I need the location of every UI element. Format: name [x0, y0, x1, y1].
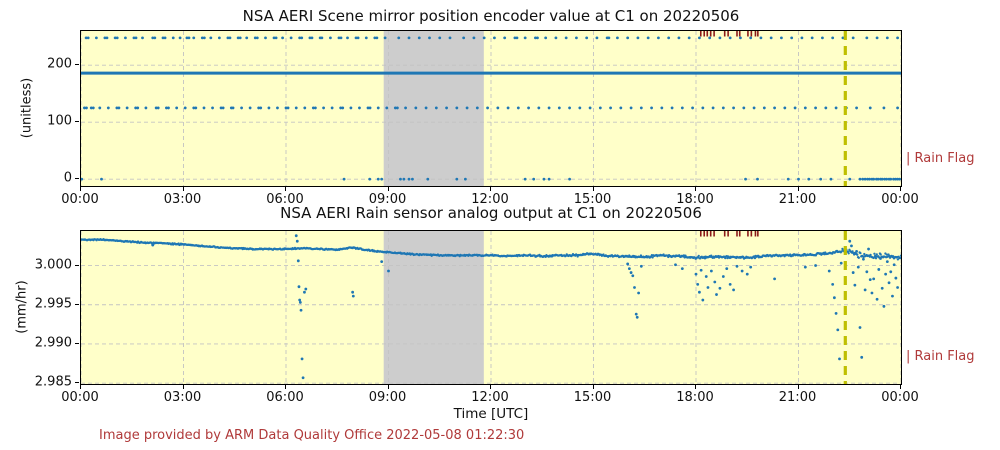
chart2-canvas — [81, 231, 901, 384]
x-tick-label: 09:00 — [368, 390, 407, 405]
chart1-y-axis-label: (unitless) — [19, 77, 35, 139]
x-tick-mark — [80, 187, 81, 191]
chart1-rain-flag-annotation: | Rain Flag — [906, 151, 975, 166]
y-tick-label: 200 — [47, 56, 72, 72]
x-tick-label: 18:00 — [676, 390, 714, 405]
x-tick-label: 03:00 — [163, 390, 202, 405]
x-tick-label: 15:00 — [573, 390, 612, 405]
footer-credit: Image provided by ARM Data Quality Offic… — [99, 428, 525, 443]
x-tick-mark — [900, 385, 901, 389]
x-tick-mark — [387, 187, 389, 191]
x-tick-label: 06:00 — [266, 192, 304, 207]
y-tick-label: 3.000 — [34, 257, 72, 273]
x-tick-label: 12:00 — [471, 192, 509, 207]
y-tick-label: 2.985 — [34, 374, 72, 390]
x-tick-mark — [285, 385, 286, 389]
y-tick-mark — [75, 342, 79, 344]
chart1-title: NSA AERI Scene mirror position encoder v… — [242, 7, 740, 25]
x-tick-label: 00:00 — [61, 192, 99, 207]
x-tick-mark — [900, 187, 901, 191]
x-tick-mark — [285, 187, 286, 191]
x-tick-mark — [695, 385, 696, 389]
y-tick-mark — [75, 264, 79, 266]
chart1-canvas — [81, 31, 901, 186]
chart2-rain-flag-annotation: | Rain Flag — [906, 349, 975, 364]
y-tick-mark — [75, 303, 79, 305]
y-tick-mark — [75, 121, 79, 123]
x-tick-mark — [592, 187, 594, 191]
x-tick-mark — [695, 187, 696, 191]
y-tick-mark — [75, 178, 79, 180]
chart2-plot-area — [80, 230, 902, 385]
x-tick-label: 15:00 — [573, 192, 612, 207]
x-tick-label: 03:00 — [163, 192, 202, 207]
x-tick-label: 00:00 — [881, 390, 919, 405]
x-tick-label: 06:00 — [266, 390, 304, 405]
x-tick-label: 12:00 — [471, 390, 509, 405]
y-tick-label: 2.995 — [34, 296, 72, 312]
y-tick-label: 100 — [47, 113, 72, 129]
chart1-plot-area — [80, 30, 902, 187]
x-axis-label: Time [UTC] — [453, 406, 529, 422]
x-tick-mark — [592, 385, 594, 389]
x-tick-label: 21:00 — [778, 390, 817, 405]
x-tick-label: 21:00 — [778, 192, 817, 207]
chart2-title: NSA AERI Rain sensor analog output at C1… — [280, 204, 702, 222]
x-tick-mark — [80, 385, 81, 389]
y-tick-mark — [75, 382, 79, 384]
x-tick-label: 18:00 — [676, 192, 714, 207]
y-tick-label: 0 — [63, 170, 72, 186]
x-tick-mark — [490, 385, 491, 389]
x-tick-mark — [490, 187, 491, 191]
y-tick-mark — [75, 64, 79, 66]
x-tick-mark — [797, 385, 799, 389]
x-tick-mark — [182, 385, 184, 389]
x-tick-mark — [182, 187, 184, 191]
x-tick-mark — [387, 385, 389, 389]
x-tick-label: 00:00 — [61, 390, 99, 405]
x-tick-label: 00:00 — [881, 192, 919, 207]
y-tick-label: 2.990 — [34, 335, 72, 351]
x-tick-label: 09:00 — [368, 192, 407, 207]
x-tick-mark — [797, 187, 799, 191]
